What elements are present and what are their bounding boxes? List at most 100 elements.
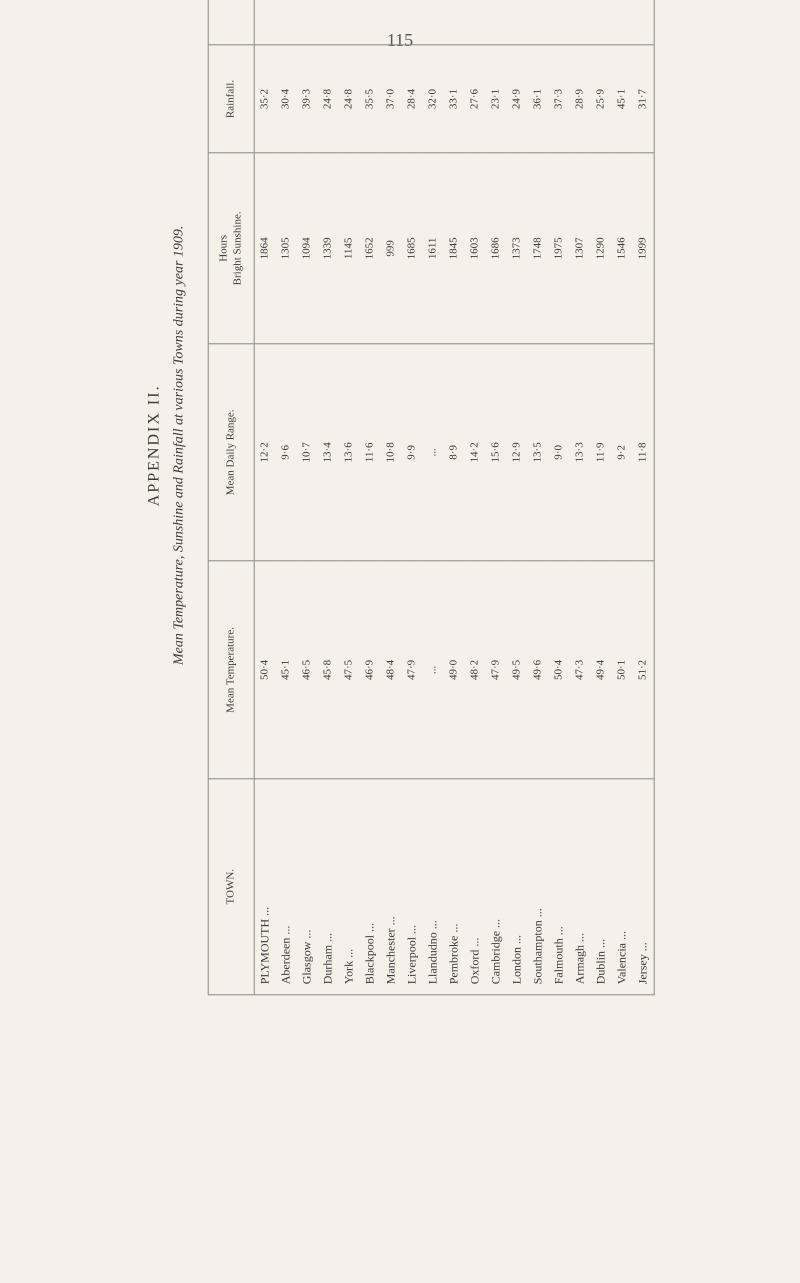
table-header-row: TOWN. Mean Temperature. Mean Daily Range… <box>209 0 254 994</box>
rain-cell: 33·1 <box>443 45 464 153</box>
table-row: Llandudno .........161132·0208 <box>422 0 443 994</box>
subtitle: Mean Temperature, Sunshine and Rainfall … <box>172 0 188 995</box>
table-row: Liverpool ...47·99·9168528·4202 <box>401 0 422 994</box>
town-cell: Falmouth ... <box>548 779 569 995</box>
rain-cell: 35·2 <box>254 45 276 153</box>
town-cell: London ... <box>506 779 527 995</box>
table-row: Pembroke ...49·08·9184533·1202 <box>443 0 464 994</box>
table-row: Durham ...45·813·4133924·8182 <box>317 0 338 994</box>
days-cell: 191 <box>380 0 401 45</box>
data-table-container: TOWN. Mean Temperature. Mean Daily Range… <box>208 0 655 995</box>
rain-cell: 45·1 <box>611 45 632 153</box>
town-cell: Southampton ... <box>527 779 548 995</box>
sun-cell: 1686 <box>485 153 506 343</box>
range-cell: 9·0 <box>548 344 569 562</box>
days-cell: 181 <box>254 0 276 45</box>
sun-cell: 1603 <box>464 153 485 343</box>
rain-cell: 39·3 <box>296 45 317 153</box>
rain-cell: 35·5 <box>359 45 380 153</box>
town-cell: Valencia ... <box>611 779 632 995</box>
days-cell: 200 <box>506 0 527 45</box>
table-row: Jersey ...51·211·8199931·7204 <box>632 0 653 994</box>
subtitle-year: 1909. <box>172 226 187 258</box>
temp-cell: 49·6 <box>527 561 548 778</box>
range-cell: 11·6 <box>359 344 380 562</box>
rain-cell: 36·1 <box>527 45 548 153</box>
table-body: PLYMOUTH ...50·412·2186435·2181Aberdeen … <box>254 0 654 994</box>
days-cell: 187 <box>296 0 317 45</box>
days-cell: 202 <box>401 0 422 45</box>
table-row: Aberdeen ...45·19·6130530·4212 <box>275 0 296 994</box>
temp-cell: 47·9 <box>401 561 422 778</box>
days-cell: 212 <box>275 0 296 45</box>
rain-cell: 27·6 <box>464 45 485 153</box>
town-cell: Aberdeen ... <box>275 779 296 995</box>
rain-cell: 23·1 <box>485 45 506 153</box>
sun-cell: 1864 <box>254 153 276 343</box>
range-cell: 14·2 <box>464 344 485 562</box>
sun-cell: 1546 <box>611 153 632 343</box>
range-cell: 12·2 <box>254 344 276 562</box>
table-row: Glasgow ...46·510·7109439·3187 <box>296 0 317 994</box>
days-cell: 194 <box>338 0 359 45</box>
rain-cell: 25·9 <box>590 45 611 153</box>
rain-cell: 37·3 <box>548 45 569 153</box>
rain-cell: 24·8 <box>338 45 359 153</box>
days-cell: 198 <box>359 0 380 45</box>
sun-cell: 1748 <box>527 153 548 343</box>
range-cell: 11·8 <box>632 344 653 562</box>
town-cell: Glasgow ... <box>296 779 317 995</box>
range-cell: 13·5 <box>527 344 548 562</box>
range-cell: ... <box>422 344 443 562</box>
col-temp: Mean Temperature. <box>209 561 254 778</box>
temp-cell: 50·4 <box>548 561 569 778</box>
temp-cell: 49·0 <box>443 561 464 778</box>
town-cell: Cambridge ... <box>485 779 506 995</box>
days-cell: 212 <box>569 0 590 45</box>
table-row: Southampton ...49·613·5174836·1182 <box>527 0 548 994</box>
temp-cell: 49·5 <box>506 561 527 778</box>
sun-cell: 1845 <box>443 153 464 343</box>
table-row: York ...47·513·6114524·8194 <box>338 0 359 994</box>
rain-cell: 37·0 <box>380 45 401 153</box>
col-range: Mean Daily Range. <box>209 344 254 562</box>
town-cell: Blackpool ... <box>359 779 380 995</box>
days-cell: 194 <box>548 0 569 45</box>
appendix-title: APPENDIX II. <box>146 0 164 995</box>
table-row: Manchester ...48·410·899937·0191 <box>380 0 401 994</box>
rotated-content: APPENDIX II. Mean Temperature, Sunshine … <box>146 0 655 995</box>
temp-cell: ... <box>422 561 443 778</box>
col-rain: Rainfall. <box>209 45 254 153</box>
sun-cell: 1999 <box>632 153 653 343</box>
range-cell: 9·6 <box>275 344 296 562</box>
rain-cell: 28·9 <box>569 45 590 153</box>
col-sun: HoursBright Sunshine. <box>209 153 254 343</box>
days-cell: 208 <box>422 0 443 45</box>
range-cell: 8·9 <box>443 344 464 562</box>
range-cell: 12·9 <box>506 344 527 562</box>
town-cell: Pembroke ... <box>443 779 464 995</box>
range-cell: 13·3 <box>569 344 590 562</box>
temp-cell: 48·4 <box>380 561 401 778</box>
range-cell: 13·4 <box>317 344 338 562</box>
temp-cell: 51·2 <box>632 561 653 778</box>
table-row: Dublin ...49·411·9129025·9172 <box>590 0 611 994</box>
sun-cell: 1145 <box>338 153 359 343</box>
table-row: PLYMOUTH ...50·412·2186435·2181 <box>254 0 276 994</box>
temp-cell: 46·5 <box>296 561 317 778</box>
range-cell: 15·6 <box>485 344 506 562</box>
range-cell: 9·2 <box>611 344 632 562</box>
table-row: Falmouth ...50·49·0197537·3194 <box>548 0 569 994</box>
days-cell: 191 <box>464 0 485 45</box>
town-cell: Durham ... <box>317 779 338 995</box>
rain-cell: 28·4 <box>401 45 422 153</box>
sun-cell: 1652 <box>359 153 380 343</box>
town-cell: Jersey ... <box>632 779 653 995</box>
table-row: London ...49·512·9137324·9200 <box>506 0 527 994</box>
temp-cell: 49·4 <box>590 561 611 778</box>
table-row: Valencia ...50·19·2154645·1233 <box>611 0 632 994</box>
temp-cell: 48·2 <box>464 561 485 778</box>
temp-cell: 47·3 <box>569 561 590 778</box>
temp-cell: 50·1 <box>611 561 632 778</box>
sun-cell: 1307 <box>569 153 590 343</box>
